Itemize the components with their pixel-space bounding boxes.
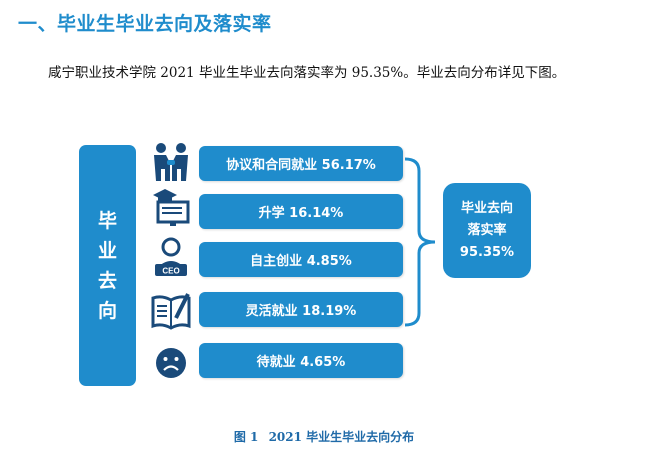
destination-bar-further-study: 升学 16.14% (199, 194, 403, 229)
summary-paragraph: 咸宁职业技术学院 2021 毕业生毕业去向落实率为 95.35%。毕业去向分布详… (48, 65, 566, 81)
handshake-icon (154, 143, 188, 181)
section-heading: 一、毕业生毕业去向及落实率 (18, 13, 272, 35)
column-char: 毕 (97, 209, 117, 232)
placement-rate-box: 毕业去向 落实率 95.35% (443, 183, 531, 278)
rate-label-line2: 落实率 (467, 222, 507, 238)
sad-face-icon (156, 348, 186, 378)
destination-column: 毕 业 去 向 (79, 145, 136, 386)
column-char: 业 (97, 239, 117, 262)
figure-number: 图 1 (233, 430, 259, 444)
column-char: 去 (97, 269, 117, 292)
notebook-pen-icon (151, 293, 191, 330)
destination-bar-self-employed: 自主创业 4.85% (199, 242, 403, 277)
rate-label-line1: 毕业去向 (460, 200, 513, 216)
figure-title: 2021 毕业生毕业去向分布 (268, 430, 415, 444)
svg-text:CEO: CEO (162, 267, 179, 276)
bracket (405, 157, 436, 327)
figure-caption: 图 1 2021 毕业生毕业去向分布 (0, 428, 648, 445)
graduation-cap-icon (153, 189, 190, 226)
destination-bar-contract: 协议和合同就业 56.17% (199, 146, 403, 181)
column-char: 向 (97, 299, 117, 322)
destination-bar-flexible: 灵活就业 18.19% (199, 292, 403, 327)
destination-bar-unemployed: 待就业 4.65% (199, 343, 403, 378)
rate-value: 95.35% (459, 244, 515, 260)
ceo-icon: CEO (155, 237, 187, 276)
